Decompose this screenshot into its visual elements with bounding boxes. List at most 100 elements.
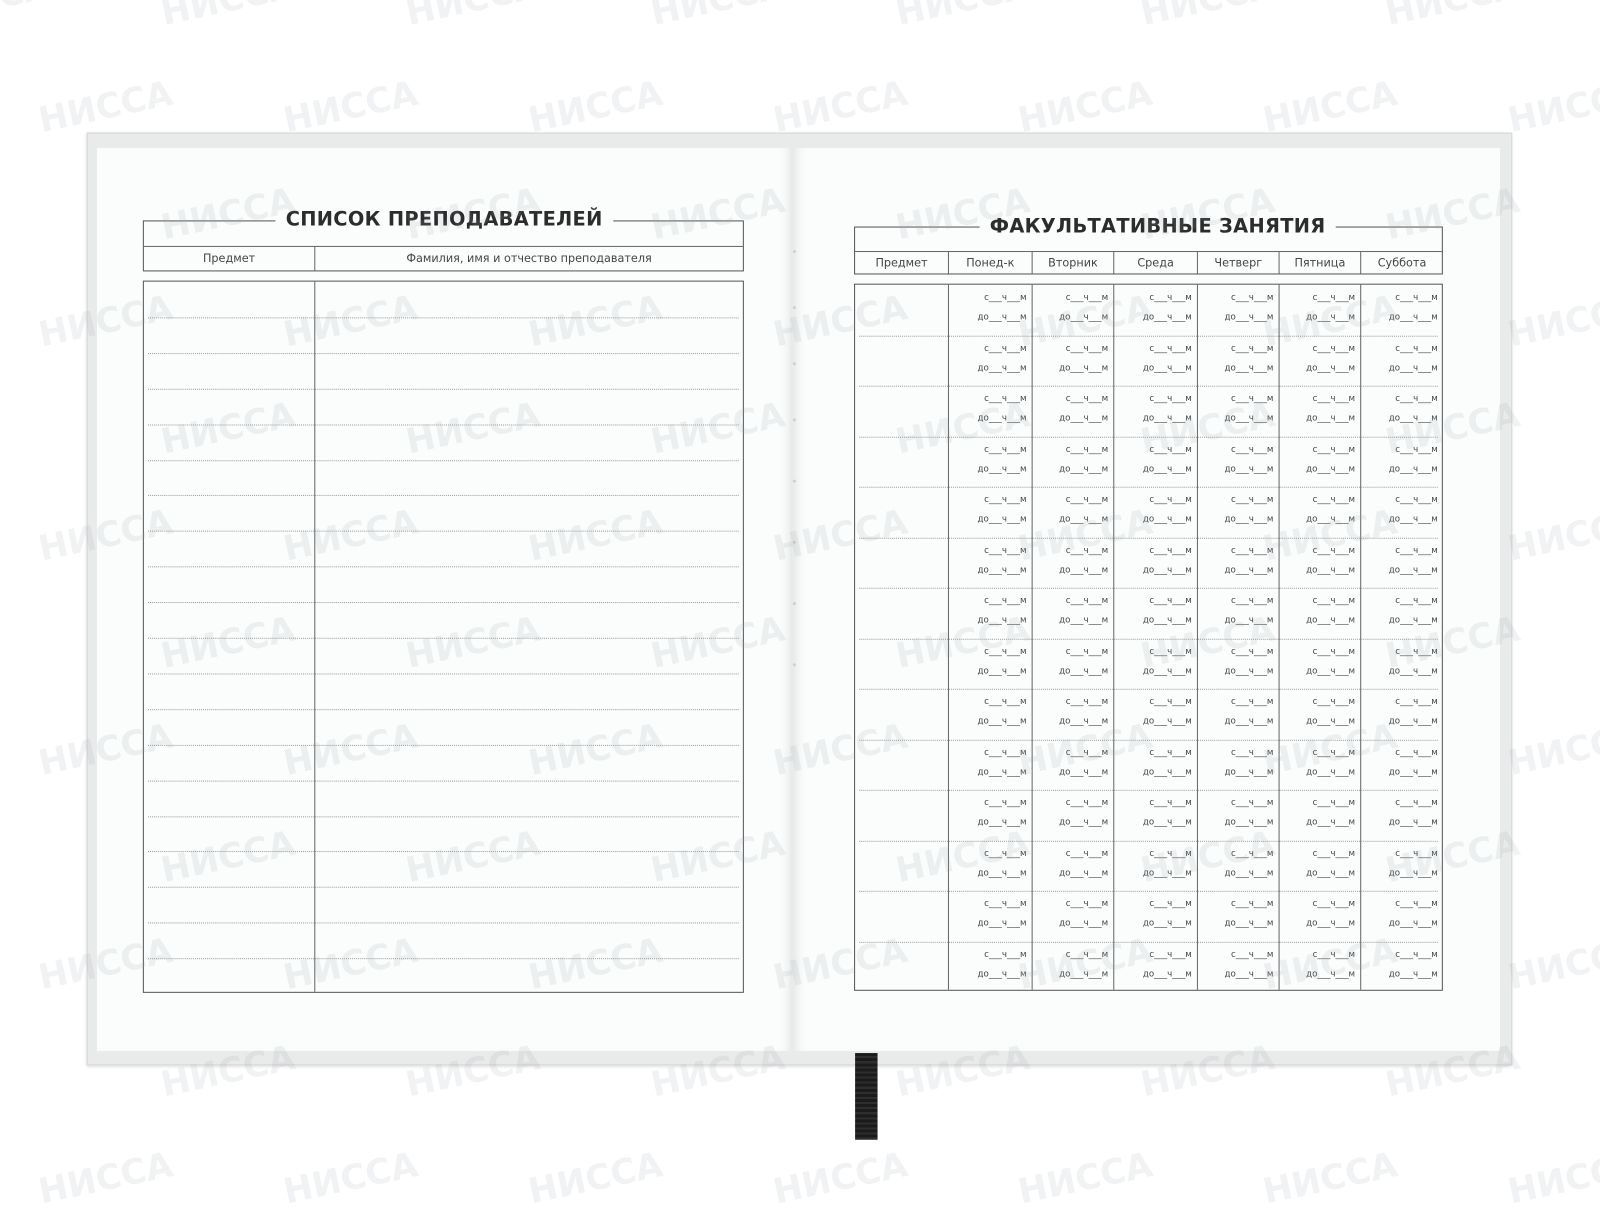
time-to-field[interactable]: до___ч___м bbox=[977, 867, 1027, 879]
time-from-field[interactable]: с___ч___м bbox=[1231, 393, 1274, 405]
time-to-field[interactable]: до___ч___м bbox=[1388, 918, 1438, 929]
time-to-field[interactable]: до___ч___м bbox=[1388, 766, 1438, 778]
time-to-field[interactable]: до___ч___м bbox=[977, 312, 1027, 323]
time-from-field[interactable]: с___ч___м bbox=[1312, 595, 1356, 607]
time-from-field[interactable]: с___ч___м bbox=[1231, 494, 1274, 506]
time-to-field[interactable]: до___ч___м bbox=[1059, 817, 1109, 828]
time-from-field[interactable]: с___ч___м bbox=[1312, 747, 1356, 758]
time-to-field[interactable]: до___ч___м bbox=[1224, 413, 1274, 424]
time-to-field[interactable]: до___ч___м bbox=[1142, 312, 1192, 323]
time-to-field[interactable]: до___ч___м bbox=[1388, 463, 1438, 474]
time-from-field[interactable]: с___ч___м bbox=[1231, 898, 1274, 910]
time-from-field[interactable]: с___ч___м bbox=[1312, 343, 1356, 354]
time-to-field[interactable]: до___ч___м bbox=[1142, 766, 1192, 778]
time-from-field[interactable]: с___ч___м bbox=[1231, 696, 1274, 708]
time-to-field[interactable]: до___ч___м bbox=[1224, 918, 1274, 929]
time-to-field[interactable]: до___ч___м bbox=[1142, 615, 1192, 626]
time-to-field[interactable]: до___ч___м bbox=[1059, 918, 1109, 929]
time-from-field[interactable]: с___ч___м bbox=[1065, 444, 1109, 455]
time-to-field[interactable]: до___ч___м bbox=[1306, 766, 1356, 778]
time-to-field[interactable]: до___ч___м bbox=[1306, 867, 1356, 879]
time-from-field[interactable]: с___ч___м bbox=[1231, 343, 1274, 354]
time-to-field[interactable]: до___ч___м bbox=[1059, 564, 1109, 575]
time-from-field[interactable]: с___ч___м bbox=[1395, 444, 1438, 455]
time-from-field[interactable]: с___ч___м bbox=[1395, 343, 1438, 354]
time-from-field[interactable]: с___ч___м bbox=[1395, 898, 1438, 910]
time-to-field[interactable]: до___ч___м bbox=[1059, 766, 1109, 778]
time-from-field[interactable]: с___ч___м bbox=[1395, 797, 1438, 809]
time-from-field[interactable]: с___ч___м bbox=[1149, 747, 1192, 758]
time-to-field[interactable]: до___ч___м bbox=[1306, 312, 1356, 323]
time-to-field[interactable]: до___ч___м bbox=[1306, 615, 1356, 626]
time-to-field[interactable]: до___ч___м bbox=[977, 564, 1027, 575]
time-to-field[interactable]: до___ч___м bbox=[1059, 968, 1109, 980]
time-to-field[interactable]: до___ч___м bbox=[1388, 564, 1438, 575]
time-from-field[interactable]: с___ч___м bbox=[1231, 595, 1274, 607]
time-from-field[interactable]: с___ч___м bbox=[1312, 898, 1356, 910]
time-from-field[interactable]: с___ч___м bbox=[984, 696, 1027, 708]
time-to-field[interactable]: до___ч___м bbox=[1059, 716, 1109, 727]
time-from-field[interactable]: с___ч___м bbox=[1065, 797, 1109, 809]
time-to-field[interactable]: до___ч___м bbox=[1142, 867, 1192, 879]
time-to-field[interactable]: до___ч___м bbox=[1059, 413, 1109, 424]
time-to-field[interactable]: до___ч___м bbox=[1224, 564, 1274, 575]
time-from-field[interactable]: с___ч___м bbox=[1149, 343, 1192, 354]
time-to-field[interactable]: до___ч___м bbox=[1142, 817, 1192, 828]
time-from-field[interactable]: с___ч___м bbox=[1149, 848, 1192, 859]
time-from-field[interactable]: с___ч___м bbox=[1395, 747, 1438, 758]
time-from-field[interactable]: с___ч___м bbox=[984, 797, 1027, 809]
time-to-field[interactable]: до___ч___м bbox=[1142, 665, 1192, 677]
time-from-field[interactable]: с___ч___м bbox=[984, 545, 1027, 556]
time-from-field[interactable]: с___ч___м bbox=[1312, 696, 1356, 708]
time-from-field[interactable]: с___ч___м bbox=[1231, 545, 1274, 556]
time-from-field[interactable]: с___ч___м bbox=[1065, 292, 1109, 304]
time-from-field[interactable]: с___ч___м bbox=[1149, 696, 1192, 708]
time-to-field[interactable]: до___ч___м bbox=[1388, 665, 1438, 677]
time-to-field[interactable]: до___ч___м bbox=[1142, 918, 1192, 929]
time-to-field[interactable]: до___ч___м bbox=[1059, 514, 1109, 525]
time-from-field[interactable]: с___ч___м bbox=[1312, 393, 1356, 405]
time-to-field[interactable]: до___ч___м bbox=[977, 514, 1027, 525]
time-to-field[interactable]: до___ч___м bbox=[1142, 514, 1192, 525]
time-from-field[interactable]: с___ч___м bbox=[1395, 949, 1438, 960]
time-to-field[interactable]: до___ч___м bbox=[1306, 413, 1356, 424]
time-from-field[interactable]: с___ч___м bbox=[1149, 949, 1192, 960]
time-to-field[interactable]: до___ч___м bbox=[1059, 362, 1109, 373]
time-from-field[interactable]: с___ч___м bbox=[1312, 797, 1356, 809]
time-from-field[interactable]: с___ч___м bbox=[1065, 747, 1109, 758]
time-to-field[interactable]: до___ч___м bbox=[1388, 817, 1438, 828]
time-to-field[interactable]: до___ч___м bbox=[1224, 867, 1274, 879]
time-from-field[interactable]: с___ч___м bbox=[984, 444, 1027, 455]
time-from-field[interactable]: с___ч___м bbox=[1312, 494, 1356, 506]
time-to-field[interactable]: до___ч___м bbox=[1142, 716, 1192, 727]
time-to-field[interactable]: до___ч___м bbox=[1388, 867, 1438, 879]
time-from-field[interactable]: с___ч___м bbox=[1065, 343, 1109, 354]
time-to-field[interactable]: до___ч___м bbox=[1306, 716, 1356, 727]
time-from-field[interactable]: с___ч___м bbox=[1065, 696, 1109, 708]
time-to-field[interactable]: до___ч___м bbox=[1224, 463, 1274, 474]
time-from-field[interactable]: с___ч___м bbox=[984, 949, 1027, 960]
time-from-field[interactable]: с___ч___м bbox=[1395, 494, 1438, 506]
time-from-field[interactable]: с___ч___м bbox=[1149, 292, 1192, 304]
time-to-field[interactable]: до___ч___м bbox=[1224, 817, 1274, 828]
time-from-field[interactable]: с___ч___м bbox=[1231, 646, 1274, 657]
time-from-field[interactable]: с___ч___м bbox=[1395, 848, 1438, 859]
time-from-field[interactable]: с___ч___м bbox=[1312, 646, 1356, 657]
time-to-field[interactable]: до___ч___м bbox=[1059, 665, 1109, 677]
time-from-field[interactable]: с___ч___м bbox=[984, 494, 1027, 506]
time-from-field[interactable]: с___ч___м bbox=[1395, 545, 1438, 556]
time-to-field[interactable]: до___ч___м bbox=[977, 665, 1027, 677]
time-from-field[interactable]: с___ч___м bbox=[1149, 898, 1192, 910]
time-from-field[interactable]: с___ч___м bbox=[984, 848, 1027, 859]
time-from-field[interactable]: с___ч___м bbox=[1395, 292, 1438, 304]
time-to-field[interactable]: до___ч___м bbox=[977, 716, 1027, 727]
time-from-field[interactable]: с___ч___м bbox=[1149, 494, 1192, 506]
time-to-field[interactable]: до___ч___м bbox=[1224, 514, 1274, 525]
time-from-field[interactable]: с___ч___м bbox=[1312, 848, 1356, 859]
time-to-field[interactable]: до___ч___м bbox=[1388, 312, 1438, 323]
time-from-field[interactable]: с___ч___м bbox=[1231, 797, 1274, 809]
time-to-field[interactable]: до___ч___м bbox=[1388, 615, 1438, 626]
time-from-field[interactable]: с___ч___м bbox=[984, 646, 1027, 657]
time-from-field[interactable]: с___ч___м bbox=[1312, 292, 1356, 304]
time-from-field[interactable]: с___ч___м bbox=[1149, 545, 1192, 556]
